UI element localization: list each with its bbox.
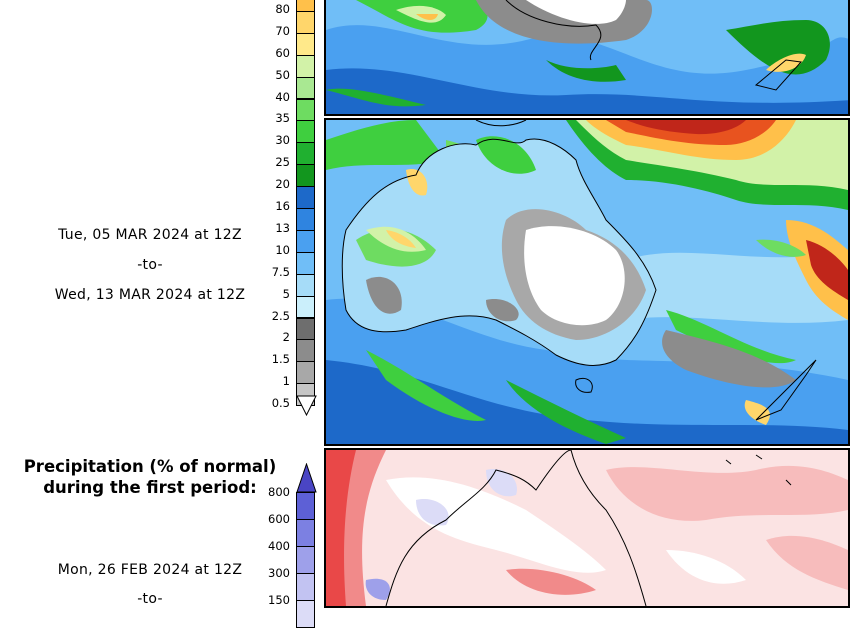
rainfall-colorbar-segment <box>296 361 315 385</box>
rainfall-colorbar-label: 10 <box>275 242 290 257</box>
period-start-date: Tue, 05 MAR 2024 at 12Z <box>58 227 242 243</box>
rainfall-colorbar-label: 35 <box>275 111 290 126</box>
percent-colorbar-label: 300 <box>268 566 290 580</box>
precip-title-line1: Precipitation (% of normal) <box>23 457 277 476</box>
rainfall-colorbar-label: 40 <box>275 89 290 104</box>
rainfall-colorbar-segment <box>296 32 315 56</box>
rainfall-colorbar-label: 16 <box>275 199 290 213</box>
rainfall-colorbar-segment <box>296 98 315 122</box>
percent-colorbar <box>296 492 316 628</box>
rainfall-colorbar-segment <box>296 164 315 188</box>
rainfall-colorbar-segment <box>296 142 315 166</box>
percent-colorbar-segment <box>296 492 315 520</box>
rainfall-colorbar-segment <box>296 317 315 341</box>
rainfall-colorbar-label: 5 <box>282 286 290 301</box>
rainfall-colorbar-segment <box>296 10 315 34</box>
rainfall-colorbar-label: 70 <box>275 23 290 38</box>
rainfall-colorbar-label: 1 <box>282 374 290 389</box>
period-to-label: -to- <box>137 257 163 273</box>
rainfall-colorbar-label: 13 <box>275 220 290 235</box>
percent-colorbar-label: 600 <box>268 512 290 526</box>
rainfall-colorbar-label: 25 <box>275 155 290 170</box>
precip-percent-title: Precipitation (% of normal) during the f… <box>0 456 300 498</box>
rainfall-colorbar-segment <box>296 54 315 78</box>
rainfall-colorbar-label: 7.5 <box>271 264 290 279</box>
precip-percent-map-image <box>326 450 848 606</box>
rainfall-map-top <box>324 0 850 116</box>
rainfall-map-top-image <box>326 0 848 114</box>
rainfall-map-image <box>326 120 848 444</box>
precip-title-line2: during the first period: <box>43 478 257 497</box>
rainfall-colorbar-label: 60 <box>275 45 290 60</box>
rainfall-colorbar-label: 30 <box>275 133 290 148</box>
rainfall-colorbar-segment <box>296 76 315 100</box>
period-end-date: Wed, 13 MAR 2024 at 12Z <box>54 287 246 303</box>
first-period-start-date: Mon, 26 FEB 2024 at 12Z <box>57 562 243 578</box>
percent-colorbar-label: 800 <box>268 485 290 499</box>
rainfall-colorbar-segment <box>296 120 315 144</box>
rainfall-colorbar-label: 2.5 <box>271 308 290 323</box>
rainfall-colorbar <box>296 0 316 407</box>
rainfall-colorbar-label: 80 <box>275 1 290 16</box>
first-period-to-label: -to- <box>137 591 163 607</box>
percent-colorbar-label: 400 <box>268 539 290 553</box>
colorbar-min-arrow <box>296 395 317 417</box>
rainfall-colorbar-label: 50 <box>275 67 290 82</box>
percent-colorbar-segment <box>296 519 315 547</box>
precip-percent-map <box>324 448 850 608</box>
rainfall-colorbar-label: 20 <box>275 177 290 192</box>
colorbar-max-arrow <box>296 463 317 493</box>
rainfall-map <box>324 118 850 446</box>
rainfall-colorbar-segment <box>296 339 315 363</box>
rainfall-colorbar-label: 0.5 <box>271 396 290 411</box>
rainfall-colorbar-label: 2 <box>282 330 290 345</box>
rainfall-colorbar-label: 1.5 <box>271 352 290 367</box>
rainfall-colorbar-segment <box>296 186 315 209</box>
